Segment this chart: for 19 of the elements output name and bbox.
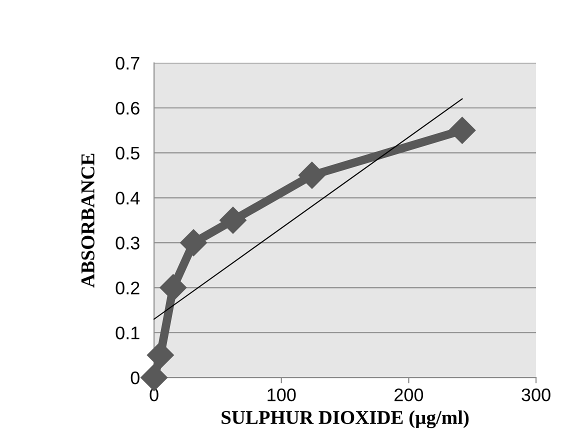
point — [220, 206, 246, 234]
y-tick-label: 0.5 — [116, 146, 140, 160]
x-tick-label: 200 — [394, 388, 424, 402]
point — [448, 116, 476, 144]
y-tick-label: 0.7 — [116, 56, 140, 70]
y-tick-label: 0.1 — [116, 326, 140, 340]
point — [180, 229, 207, 256]
x-axis-title: SULPHUR DIOXIDE (µg/ml) — [222, 410, 469, 428]
point — [146, 342, 174, 369]
point — [298, 162, 326, 189]
y-tick-label: 0.2 — [116, 282, 140, 294]
y-tick-label: 0.3 — [116, 236, 140, 250]
y-tick-label: 0.4 — [116, 192, 140, 204]
y-tick-label: 0.6 — [116, 102, 140, 115]
y-tick-label: 0 — [130, 372, 140, 384]
y-axis-title: ABSORBANCE — [81, 154, 94, 288]
x-tick-label: 100 — [268, 388, 296, 402]
x-tick-label: 300 — [522, 388, 550, 402]
point — [160, 274, 187, 302]
